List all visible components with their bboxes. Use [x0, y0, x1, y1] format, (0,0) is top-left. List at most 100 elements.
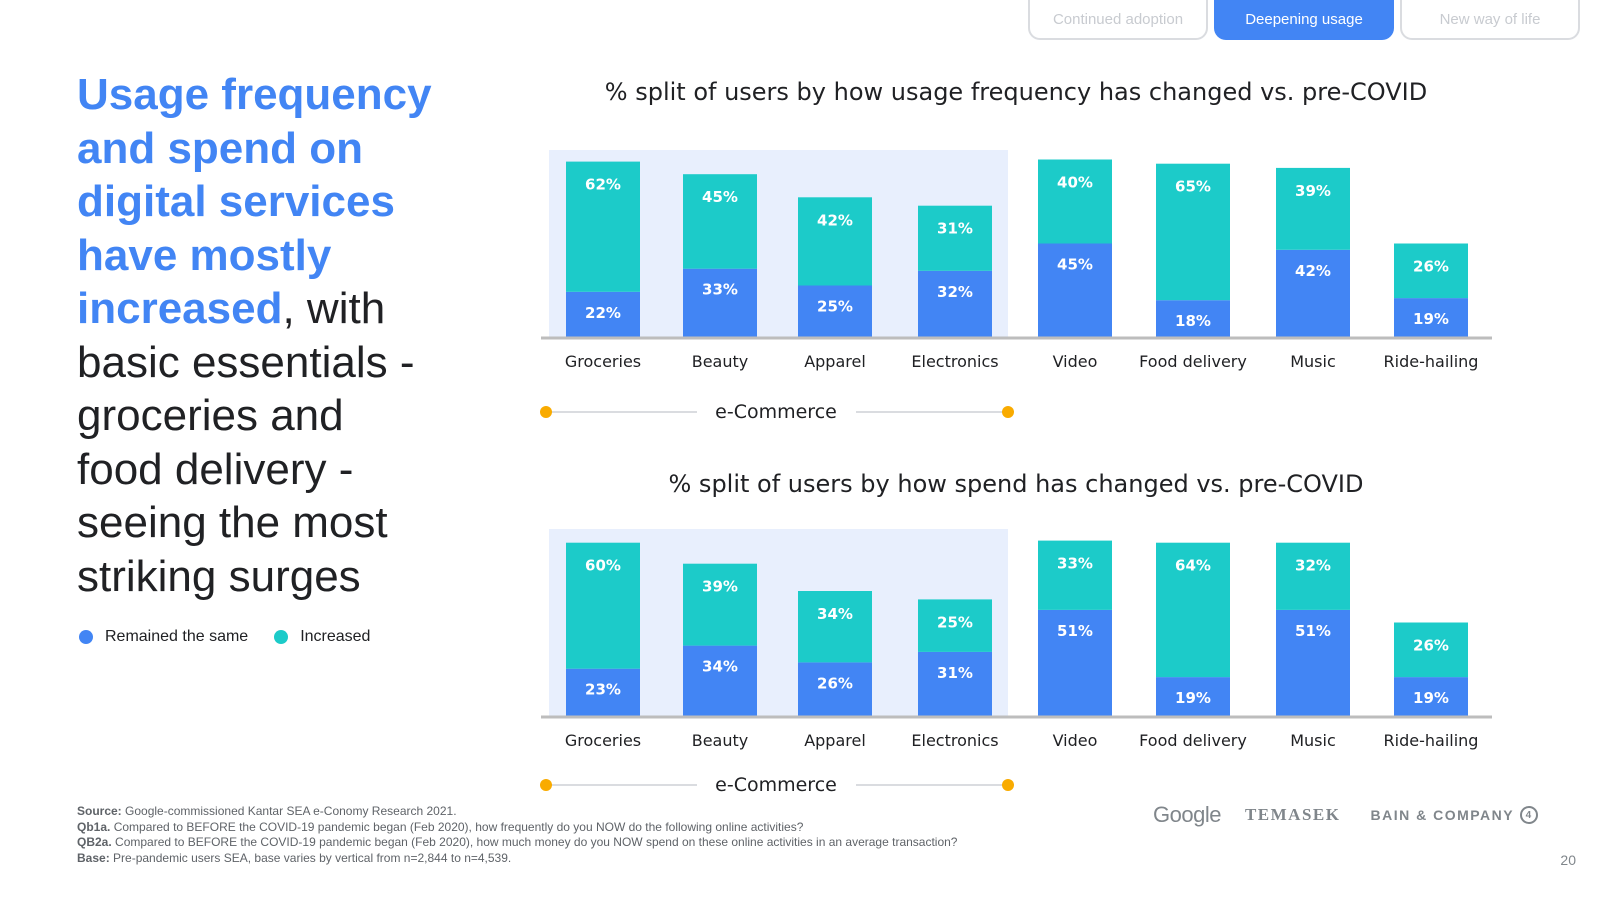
- chart1-group-label: e-Commerce: [715, 401, 837, 423]
- chart1-label-increased-3: 31%: [937, 220, 973, 238]
- chart2-title: % split of users by how spend has change…: [669, 470, 1364, 498]
- chart1-bar-increased-1: [683, 174, 757, 269]
- headline-highlight-3: digital services: [77, 177, 395, 226]
- chart2-label-increased-7: 26%: [1413, 637, 1449, 655]
- chart2-bar-increased-0: [566, 542, 640, 669]
- headline-rest-4: seeing the most: [77, 498, 388, 547]
- chart2-category-label-1: Beauty: [692, 731, 749, 750]
- chart1-group-dot-right: [1002, 406, 1014, 418]
- chart1-group-dot-left: [540, 406, 552, 418]
- headline-rest-first: , with: [282, 284, 386, 333]
- legend-dot-remained: [79, 630, 93, 644]
- chart2-label-remained-4: 51%: [1057, 622, 1093, 640]
- chart2-bar-increased-6: [1276, 542, 1350, 610]
- legend: Remained the same Increased: [79, 628, 396, 646]
- bain-mark-icon: 4: [1520, 806, 1539, 824]
- footnote-qb2a: QB2a. Compared to BEFORE the COVID-19 pa…: [77, 835, 958, 849]
- chart1-category-label-6: Music: [1290, 352, 1336, 371]
- chart2-label-remained-0: 23%: [585, 681, 621, 699]
- legend-label-increased: Increased: [300, 628, 371, 645]
- chart2-label-increased-5: 64%: [1175, 557, 1211, 575]
- chart2-bar-remained-6: [1276, 609, 1350, 717]
- chart1-category-label-5: Food delivery: [1139, 352, 1247, 371]
- chart1-bar-remained-4: [1038, 243, 1112, 338]
- chart1-bar-remained-6: [1276, 249, 1350, 338]
- chart2-category-label-2: Apparel: [804, 731, 866, 750]
- chart1-label-increased-0: 62%: [585, 176, 621, 194]
- chart2-category-label-0: Groceries: [565, 731, 641, 750]
- chart2-bar-remained-4: [1038, 609, 1112, 717]
- tab-new-way-of-life[interactable]: New way of life: [1400, 0, 1580, 40]
- chart2-label-remained-5: 19%: [1175, 689, 1211, 707]
- chart2-bar-remained-1: [683, 645, 757, 717]
- headline: Usage frequency and spend on digital ser…: [77, 68, 457, 603]
- chart1-label-remained-1: 33%: [702, 281, 738, 299]
- chart2-bar-increased-3: [918, 599, 992, 652]
- chart2-bar-remained-5: [1156, 677, 1230, 717]
- footnote-base: Base: Pre-pandemic users SEA, base varie…: [77, 850, 512, 865]
- legend-label-remained: Remained the same: [105, 628, 249, 645]
- chart1-category-label-3: Electronics: [911, 352, 998, 371]
- footnote-source: Source: Google-commissioned Kantar SEA e…: [77, 804, 457, 818]
- chart1-category-label-1: Beauty: [692, 352, 749, 371]
- chart1-bar-increased-0: [566, 161, 640, 292]
- chart2-label-remained-2: 26%: [817, 674, 853, 692]
- chart1-label-remained-6: 42%: [1295, 262, 1331, 280]
- headline-highlight-1: Usage frequency: [77, 70, 432, 119]
- chart2-label-remained-3: 31%: [937, 664, 973, 682]
- chart1-bar-remained-1: [683, 268, 757, 338]
- chart2-label-increased-6: 32%: [1295, 557, 1331, 575]
- chart1-category-label-4: Video: [1053, 352, 1098, 371]
- tab-continued-adoption[interactable]: Continued adoption: [1028, 0, 1208, 40]
- chart2-label-remained-1: 34%: [702, 658, 738, 676]
- chart1-label-remained-4: 45%: [1057, 256, 1093, 274]
- chart1-label-remained-3: 32%: [937, 283, 973, 301]
- chart2-category-label-3: Electronics: [911, 731, 998, 750]
- chart1-label-increased-7: 26%: [1413, 258, 1449, 276]
- headline-rest-5: striking surges: [77, 551, 361, 601]
- chart2-bar-remained-3: [918, 651, 992, 717]
- chart2-bar-remained-0: [566, 668, 640, 717]
- tab-bar: Continued adoption Deepening usage New w…: [1028, 0, 1586, 40]
- chart2-group-dot-right: [1002, 779, 1014, 791]
- chart2-label-increased-1: 39%: [702, 578, 738, 596]
- headline-highlight-5: increased: [77, 284, 283, 333]
- chart1-bar-increased-5: [1156, 163, 1230, 301]
- headline-rest-1: basic essentials -: [77, 337, 415, 387]
- chart2-label-increased-3: 25%: [937, 613, 973, 631]
- chart1-bar-increased-6: [1276, 167, 1350, 250]
- chart1-category-label-7: Ride-hailing: [1384, 352, 1479, 371]
- chart2-category-label-7: Ride-hailing: [1384, 731, 1479, 750]
- chart1-bar-increased-3: [918, 205, 992, 271]
- footnote: Source: Google-commissioned Kantar SEA e…: [77, 804, 957, 866]
- chart2-bar-increased-2: [798, 591, 872, 663]
- chart2-label-increased-4: 33%: [1057, 555, 1093, 573]
- page-number: 20: [1560, 852, 1576, 868]
- chart2-bar-remained-7: [1394, 677, 1468, 717]
- chart2-group-label: e-Commerce: [715, 774, 837, 796]
- chart1-bar-remained-5: [1156, 300, 1230, 338]
- chart1-label-remained-2: 25%: [817, 298, 853, 316]
- chart1-bar-increased-2: [798, 197, 872, 286]
- chart1-label-remained-7: 19%: [1413, 310, 1449, 328]
- chart2-bar-remained-2: [798, 662, 872, 717]
- footnote-qb1a: Qb1a. Compared to BEFORE the COVID-19 pa…: [77, 819, 804, 834]
- chart2-category-label-5: Food delivery: [1139, 731, 1247, 750]
- chart1-bar-remained-2: [798, 285, 872, 338]
- chart2-category-label-4: Video: [1053, 731, 1098, 750]
- chart2-group-dot-left: [540, 779, 552, 791]
- chart1-category-label-2: Apparel: [804, 352, 866, 371]
- chart1-title: % split of users by how usage frequency …: [605, 78, 1427, 106]
- legend-dot-increased: [274, 630, 289, 644]
- temasek-logo: TEMASEK: [1244, 805, 1341, 824]
- chart2-category-label-6: Music: [1290, 731, 1336, 750]
- chart2-bar-increased-5: [1156, 542, 1230, 678]
- partner-logos: Google TEMASEK BAIN & COMPANY 4: [1153, 802, 1539, 828]
- tab-deepening-usage[interactable]: Deepening usage: [1214, 0, 1394, 40]
- chart1-label-remained-0: 22%: [585, 304, 621, 322]
- chart1-label-increased-6: 39%: [1295, 182, 1331, 200]
- chart1-bar-remained-0: [566, 291, 640, 338]
- chart2-bar-increased-7: [1394, 622, 1468, 678]
- chart1-label-increased-1: 45%: [702, 188, 738, 206]
